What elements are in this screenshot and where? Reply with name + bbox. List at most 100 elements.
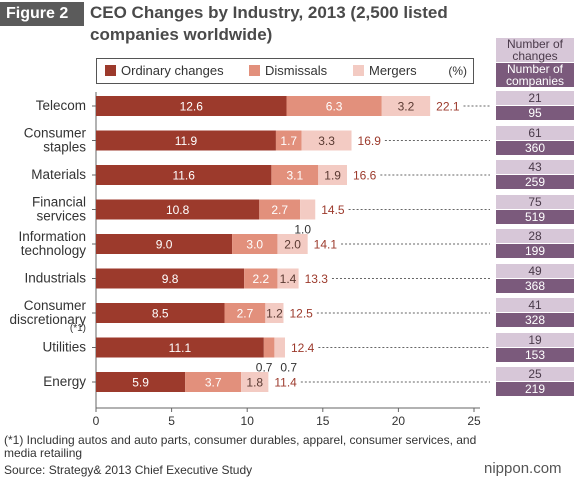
side-box-row: 75 519 (496, 194, 574, 224)
bar-ordinary (96, 337, 264, 358)
data-label-ordinary: 11.1 (169, 341, 192, 355)
total-label: 12.5 (289, 307, 313, 321)
data-label-dismissals: 3.7 (205, 376, 222, 390)
side-box-row: 28 199 (496, 229, 574, 258)
data-label-dismissals: 6.3 (326, 100, 343, 114)
number-of-companies-value: 153 (496, 347, 574, 362)
data-label-dismissals: 0.7 (256, 361, 273, 375)
legend-label-ordinary: Ordinary changes (121, 63, 224, 78)
bar-mergers (301, 130, 352, 151)
header-number-of-companies: Number of companies (496, 63, 574, 87)
total-label: 16.6 (353, 169, 377, 183)
data-label-mergers: 1.0 (294, 223, 311, 237)
bar-mergers (318, 165, 347, 185)
category-label: Utilities (42, 340, 86, 355)
header-number-of-changes: Number of changes (496, 38, 574, 62)
number-of-companies-value: 95 (496, 106, 574, 120)
bar-ordinary (96, 268, 245, 289)
data-label-mergers: 0.7 (280, 361, 297, 375)
bar-ordinary (96, 96, 287, 116)
footnote: (*1) Including autos and auto parts, con… (4, 433, 477, 460)
data-label-dismissals: 3.0 (246, 238, 263, 252)
bar-dismissals (185, 372, 242, 392)
data-label-dismissals: 2.7 (237, 307, 254, 321)
bar-mergers (241, 372, 269, 392)
category-label: staples (43, 140, 86, 155)
data-label-dismissals: 1.7 (280, 134, 297, 148)
bar-mergers (274, 337, 285, 358)
number-of-changes-value: 25 (496, 367, 574, 381)
x-tick-label: 25 (467, 414, 481, 428)
total-label: 12.4 (291, 341, 315, 355)
legend: Ordinary changes Dismissals Mergers (%) (96, 58, 474, 84)
legend-label-dismissals: Dismissals (265, 63, 328, 78)
legend-unit: (%) (448, 64, 467, 78)
data-label-mergers: 1.4 (280, 272, 297, 286)
bar-mergers (277, 268, 299, 289)
number-of-changes-value: 19 (496, 332, 574, 347)
number-of-changes-value: 21 (496, 91, 574, 105)
data-label-mergers: 3.2 (398, 100, 415, 114)
data-label-ordinary: 10.8 (166, 203, 190, 217)
data-label-dismissals: 2.2 (252, 272, 269, 286)
x-tick-label: 0 (93, 414, 100, 428)
bar-ordinary (96, 372, 186, 392)
data-label-mergers: 1.8 (246, 376, 263, 390)
number-of-companies-value: 259 (496, 175, 574, 189)
bar-mergers (265, 303, 284, 323)
figure-label: Figure 2 (0, 2, 84, 26)
bar-mergers (300, 199, 316, 220)
data-label-mergers: 3.3 (318, 134, 335, 148)
data-label-mergers: 2.0 (284, 238, 301, 252)
side-box-row: 61 360 (496, 125, 574, 155)
number-of-companies-value: 219 (496, 382, 574, 396)
number-of-companies-value: 519 (496, 209, 574, 224)
number-of-changes-value: 43 (496, 160, 574, 174)
category-label: Energy (43, 374, 86, 389)
number-of-companies-value: 360 (496, 140, 574, 155)
data-label-ordinary: 9.0 (156, 238, 173, 252)
side-box-row: 43 259 (496, 160, 574, 189)
total-label: 14.1 (314, 238, 338, 252)
bar-dismissals (232, 234, 278, 254)
side-box-row: 49 368 (496, 263, 574, 293)
bar-ordinary (96, 234, 233, 254)
total-label: 13.3 (305, 272, 329, 286)
bar-dismissals (271, 165, 319, 185)
category-label: Telecom (36, 98, 86, 113)
data-label-ordinary: 9.8 (162, 272, 179, 286)
chart-title: CEO Changes by Industry, 2013 (2,500 lis… (90, 3, 448, 44)
data-label-ordinary: 12.6 (180, 100, 204, 114)
bar-ordinary (96, 199, 260, 220)
number-of-changes-value: 61 (496, 125, 574, 140)
data-label-dismissals: 2.7 (271, 203, 288, 217)
category-note: (*1) (70, 323, 86, 334)
total-label: 14.5 (321, 203, 345, 217)
number-of-changes-value: 41 (496, 298, 574, 312)
header: Figure 2 CEO Changes by Industry, 2013 (… (0, 0, 584, 52)
data-label-dismissals: 3.1 (286, 169, 303, 183)
bar-dismissals (275, 130, 302, 151)
category-label: Industrials (24, 271, 86, 286)
side-box-row: 25 219 (496, 367, 574, 396)
total-label: 11.4 (274, 376, 297, 390)
number-of-changes-value: 28 (496, 229, 574, 243)
category-label: discretionary (9, 312, 86, 327)
number-of-companies-value: 368 (496, 278, 574, 293)
data-label-ordinary: 11.9 (175, 134, 198, 148)
legend-swatch-dismissals (249, 65, 260, 76)
bar-dismissals (263, 337, 275, 358)
number-of-changes-value: 49 (496, 263, 574, 278)
side-box-row: 19 153 (496, 332, 574, 362)
legend-label-mergers: Mergers (369, 63, 417, 78)
x-tick-label: 5 (168, 414, 175, 428)
category-label: Financial (32, 195, 86, 210)
data-label-ordinary: 8.5 (152, 307, 169, 321)
bar-dismissals (224, 303, 266, 323)
bar-mergers (381, 96, 431, 116)
bar-dismissals (244, 268, 278, 289)
category-label: Information (18, 229, 86, 244)
category-label: services (36, 209, 86, 224)
category-label: technology (21, 243, 87, 258)
